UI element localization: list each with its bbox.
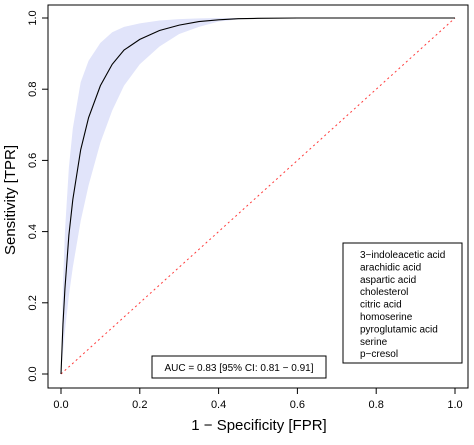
- legend-item: pyroglutamic acid: [360, 324, 438, 335]
- y-axis: 0.0 0.2 0.4 0.6 0.8 1.0: [27, 10, 48, 382]
- chance-diagonal-line: [60, 17, 456, 375]
- confidence-band: [61, 18, 455, 374]
- y-tick-label: 0.4: [27, 224, 39, 239]
- auc-text: AUC = 0.83 [95% CI: 0.81 − 0.91]: [165, 363, 314, 374]
- y-tick-label: 0.6: [27, 153, 39, 168]
- legend-item: serine: [360, 337, 388, 348]
- x-tick-label: 0.0: [53, 399, 68, 411]
- auc-box: [151, 355, 327, 379]
- legend-box: [342, 242, 463, 364]
- legend-item: citric acid: [360, 300, 402, 311]
- legend-item: p−cresol: [360, 349, 398, 360]
- legend-item: 3−indoleacetic acid: [360, 250, 445, 261]
- roc-mean-curve: [60, 17, 455, 375]
- legend-item: cholesterol: [360, 287, 408, 298]
- x-tick-label: 0.4: [211, 399, 226, 411]
- legend-item: homoserine: [360, 312, 413, 323]
- y-tick-label: 0.2: [27, 295, 39, 310]
- x-tick-label: 0.2: [132, 399, 147, 411]
- x-axis: 0.0 0.2 0.4 0.6 0.8 1.0: [53, 388, 463, 411]
- x-tick-label: 1.0: [447, 399, 462, 411]
- x-tick-label: 0.6: [290, 399, 305, 411]
- plot-frame: [47, 4, 469, 389]
- auc-annotation: AUC = 0.83 [95% CI: 0.81 − 0.91]: [151, 355, 327, 379]
- x-axis-title: 1 − Specificity [FPR]: [191, 417, 326, 434]
- y-tick-label: 0.8: [27, 82, 39, 97]
- y-tick-label: 1.0: [27, 10, 39, 25]
- legend-item: aspartic acid: [360, 275, 416, 286]
- legend-item: arachidic acid: [360, 262, 421, 273]
- y-axis-title: Sensitivity [TPR]: [2, 145, 19, 255]
- x-tick-label: 0.8: [369, 399, 384, 411]
- y-tick-label: 0.0: [27, 366, 39, 381]
